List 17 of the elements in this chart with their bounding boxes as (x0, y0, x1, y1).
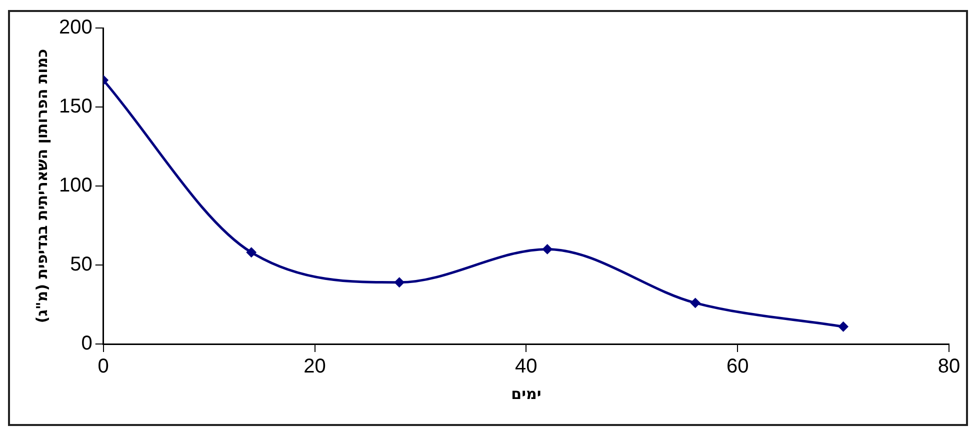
point (394, 277, 404, 288)
x-tick-label: 40 (515, 356, 538, 378)
y-tick-label: 50 (70, 254, 92, 276)
x-axis-title: ימים (511, 384, 542, 403)
point (542, 244, 552, 254)
point (246, 247, 256, 258)
x-tick-label: 0 (98, 356, 109, 378)
x-tick-label: 20 (304, 356, 326, 378)
point (838, 322, 848, 332)
y-axis-title: כמות הפרותון השאריתית בגדיפית (מ"ג) (32, 48, 51, 324)
y-tick-label: 200 (58, 16, 92, 39)
y-tick-label: 150 (58, 96, 92, 118)
x-tick-label: 80 (938, 356, 960, 378)
y-tick-label: 0 (81, 332, 92, 355)
y-tick-label: 100 (58, 174, 92, 197)
point (690, 298, 700, 308)
x-tick-label: 60 (726, 356, 749, 378)
